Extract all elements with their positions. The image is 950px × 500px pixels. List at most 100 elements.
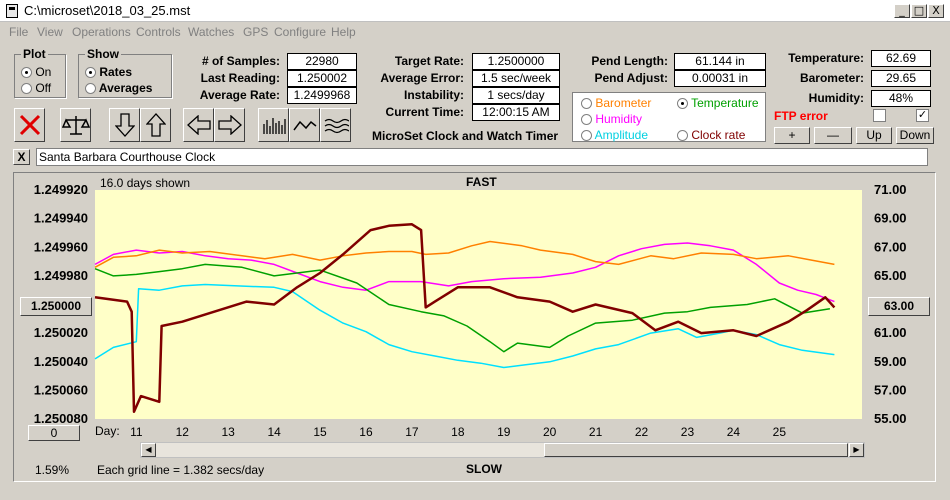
menu-controls[interactable]: Controls — [136, 25, 181, 39]
radio-off-icon — [85, 83, 96, 95]
pend-length-value: 61.144 in — [674, 53, 766, 70]
up-button[interactable]: Up — [856, 127, 892, 144]
menu-bar: File View Operations Controls Watches GP… — [0, 23, 950, 41]
plot-on-label: On — [35, 65, 52, 79]
left-tick-label: 1.250080 — [34, 411, 88, 426]
scroll-thumb[interactable] — [544, 443, 848, 457]
arrow-right-icon — [217, 115, 242, 135]
left-arrow-button[interactable] — [183, 108, 214, 142]
x-tick-label: 24 — [727, 425, 741, 439]
option-temperature[interactable]: Temperature — [677, 96, 759, 110]
barometer-value: 29.65 — [871, 70, 931, 87]
x-tick-label: 11 — [130, 425, 143, 439]
close-button[interactable]: X — [928, 4, 944, 18]
humidity-series-line — [94, 242, 835, 303]
radio-on-icon — [677, 98, 688, 110]
humidity-label: Humidity: — [808, 91, 864, 105]
right-tick-label: 55.00 — [874, 411, 907, 426]
barometer-label: Barometer: — [799, 71, 864, 85]
day-axis-label: Day: — [95, 424, 120, 438]
target-rate-label: Target Rate: — [394, 54, 464, 68]
x-tick-label: 21 — [589, 425, 603, 439]
x-tick-label: 20 — [543, 425, 557, 439]
left-tick-label: 1.250060 — [34, 382, 88, 397]
samples-label: # of Samples: — [201, 54, 280, 68]
plot-group-title: Plot — [21, 47, 48, 61]
plot-on-option[interactable]: On — [21, 65, 51, 79]
days-shown-label: 16.0 days shown — [100, 176, 191, 190]
grid-note-label: Each grid line = 1.382 secs/day — [97, 463, 265, 477]
x-tick-label: 14 — [267, 425, 281, 439]
percent-label: 1.59% — [35, 463, 70, 477]
show-rates-option[interactable]: Rates — [85, 65, 132, 79]
option-clock-rate[interactable]: Clock rate — [677, 128, 745, 142]
window-title: C:\microset\2018_03_25.mst — [24, 3, 191, 18]
arrow-up-icon — [145, 113, 166, 137]
plot-off-option[interactable]: Off — [21, 81, 51, 95]
menu-configure[interactable]: Configure — [274, 25, 327, 39]
line-chart-button[interactable] — [289, 108, 320, 142]
bar-chart-icon — [262, 118, 286, 134]
option-amplitude[interactable]: Amplitude — [581, 128, 648, 142]
scroll-right-icon[interactable]: ▶ — [849, 443, 864, 457]
fast-label: FAST — [466, 175, 497, 189]
radio-on-icon — [85, 67, 96, 79]
plot-area — [95, 190, 862, 419]
plus-button[interactable]: + — [774, 127, 810, 144]
wave-chart-button[interactable] — [320, 108, 351, 142]
menu-file[interactable]: File — [9, 25, 29, 39]
humidity-option-label: Humidity — [595, 112, 643, 126]
right-center-button[interactable]: 63.00 — [868, 297, 930, 316]
option-barometer[interactable]: Barometer — [581, 96, 651, 110]
x-tick-label: 16 — [359, 425, 373, 439]
sensor-options-panel: Barometer Temperature Humidity Amplitude… — [572, 92, 766, 142]
left-bottom-button[interactable]: 0 — [28, 425, 80, 441]
ftp-checkbox-2[interactable]: ✓ — [916, 109, 929, 122]
menu-view[interactable]: View — [37, 25, 63, 39]
right-arrow-button[interactable] — [214, 108, 245, 142]
right-axis-ticks: 71.00 69.00 67.00 65.00 61.00 59.00 57.00 55.00 — [874, 182, 907, 426]
clear-watch-button[interactable]: X — [13, 149, 30, 165]
menu-help[interactable]: Help — [331, 25, 356, 39]
left-center-button[interactable]: 1.250000 — [20, 297, 92, 316]
up-arrow-button[interactable] — [140, 108, 171, 142]
average-error-value: 1.5 sec/week — [472, 70, 560, 87]
right-tick-label: 67.00 — [874, 239, 907, 254]
maximize-button[interactable]: □ — [911, 4, 927, 18]
right-tick-label: 69.00 — [874, 211, 907, 226]
minus-button[interactable]: — — [814, 127, 852, 144]
left-tick-label: 1.250040 — [34, 354, 88, 369]
horizontal-scrollbar[interactable]: ◀ ▶ — [140, 442, 865, 458]
left-tick-label: 1.249920 — [34, 182, 88, 197]
x-tick-label: 12 — [176, 425, 190, 439]
watch-name-input[interactable]: Santa Barbara Courthouse Clock — [36, 148, 928, 166]
left-axis-ticks: 1.249920 1.249940 1.249960 1.249980 1.250020… — [34, 182, 88, 426]
minimize-button[interactable]: _ — [894, 4, 910, 18]
rate-series-line — [94, 223, 836, 414]
temperature-option-label: Temperature — [691, 96, 759, 110]
option-humidity[interactable]: Humidity — [581, 112, 642, 126]
stop-button[interactable] — [14, 108, 45, 142]
plot-off-label: Off — [35, 81, 52, 95]
right-tick-label: 65.00 — [874, 268, 907, 283]
average-rate-value: 1.2499968 — [287, 87, 357, 104]
app-title: MicroSet Clock and Watch Timer — [372, 129, 559, 143]
show-rates-label: Rates — [99, 65, 133, 79]
down-arrow-button[interactable] — [109, 108, 140, 142]
bar-chart-button[interactable] — [258, 108, 289, 142]
ftp-checkbox-1[interactable] — [873, 109, 886, 122]
scroll-left-icon[interactable]: ◀ — [141, 443, 156, 457]
show-averages-option[interactable]: Averages — [85, 81, 152, 95]
pend-adjust-label: Pend Adjust: — [594, 71, 668, 85]
radio-off-icon — [21, 83, 32, 95]
temperature-value: 62.69 — [871, 50, 931, 67]
menu-operations[interactable]: Operations — [72, 25, 131, 39]
down-button[interactable]: Down — [896, 127, 934, 144]
arrow-left-icon — [186, 115, 211, 135]
show-group-title: Show — [85, 47, 121, 61]
left-tick-label: 1.249960 — [34, 239, 88, 254]
balance-button[interactable] — [60, 108, 91, 142]
menu-gps[interactable]: GPS — [243, 25, 269, 39]
menu-watches[interactable]: Watches — [188, 25, 235, 39]
